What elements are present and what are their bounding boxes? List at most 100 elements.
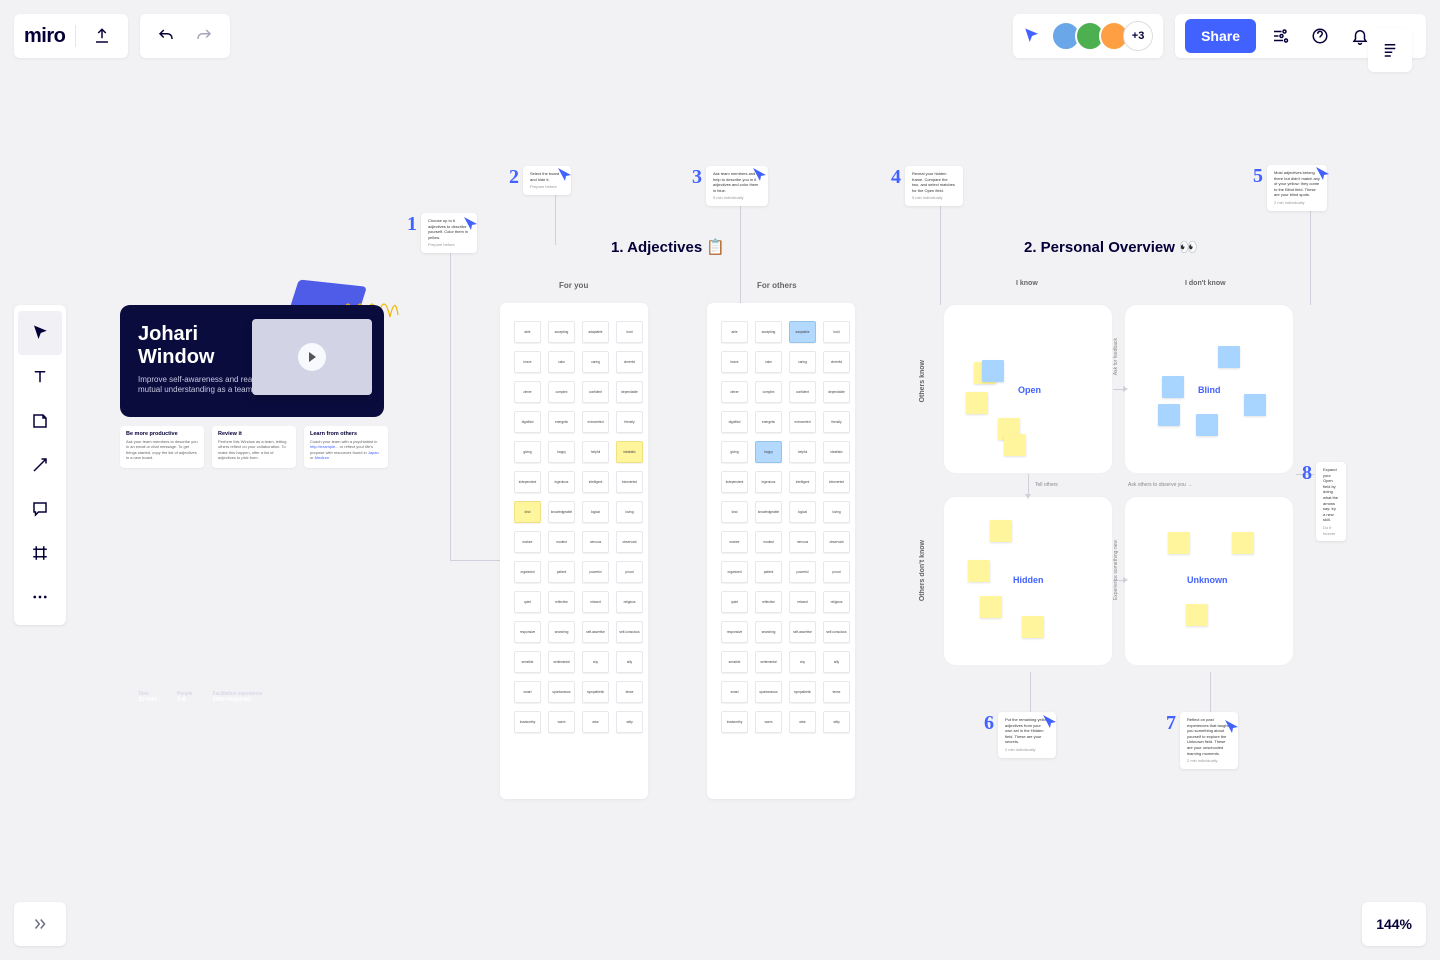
adjective-sticky[interactable]: witty: [616, 711, 643, 733]
adjective-sticky[interactable]: religious: [823, 591, 850, 613]
sticky-note[interactable]: [1158, 404, 1180, 426]
comment-tool[interactable]: [18, 487, 62, 531]
adjective-sticky[interactable]: spontaneous: [755, 681, 782, 703]
adjective-sticky[interactable]: quiet: [721, 591, 748, 613]
adjective-sticky[interactable]: complex: [548, 381, 575, 403]
expand-panel-button[interactable]: [14, 902, 66, 946]
adjective-sticky[interactable]: accepting: [548, 321, 575, 343]
adjective-sticky[interactable]: ingenious: [548, 471, 575, 493]
settings-icon[interactable]: [1264, 20, 1296, 52]
share-button[interactable]: Share: [1185, 19, 1256, 53]
avatar-more[interactable]: +3: [1123, 21, 1153, 51]
adjective-sticky[interactable]: independent: [514, 471, 541, 493]
adjective-sticky[interactable]: logical: [789, 501, 816, 523]
redo-button[interactable]: [188, 20, 220, 52]
adjective-sticky[interactable]: able: [514, 321, 541, 343]
adjective-sticky[interactable]: loving: [823, 501, 850, 523]
select-tool[interactable]: [18, 311, 62, 355]
adjective-sticky[interactable]: relaxed: [582, 591, 609, 613]
canvas[interactable]: JohariWindow Improve self-awareness and …: [0, 0, 1440, 960]
sticky-note[interactable]: [982, 360, 1004, 382]
adjective-sticky[interactable]: organized: [721, 561, 748, 583]
adjective-sticky[interactable]: adaptable: [789, 321, 816, 343]
adjective-sticky[interactable]: brave: [721, 351, 748, 373]
adjective-sticky[interactable]: modest: [755, 531, 782, 553]
sticky-note[interactable]: [1186, 604, 1208, 626]
adjective-sticky[interactable]: friendly: [823, 411, 850, 433]
adjective-sticky[interactable]: introverted: [823, 471, 850, 493]
adjective-sticky[interactable]: silly: [616, 651, 643, 673]
adjective-sticky[interactable]: clever: [514, 381, 541, 403]
adjective-sticky[interactable]: able: [721, 321, 748, 343]
adjective-sticky[interactable]: dependable: [823, 381, 850, 403]
adjective-sticky[interactable]: loving: [616, 501, 643, 523]
adjective-sticky[interactable]: trustworthy: [721, 711, 748, 733]
sticky-note[interactable]: [1218, 346, 1240, 368]
adjective-sticky[interactable]: ingenious: [755, 471, 782, 493]
adjective-sticky[interactable]: energetic: [755, 411, 782, 433]
adjective-sticky[interactable]: proud: [823, 561, 850, 583]
adjective-sticky[interactable]: self-assertive: [789, 621, 816, 643]
adjective-sticky[interactable]: brave: [514, 351, 541, 373]
adjective-sticky[interactable]: bold: [616, 321, 643, 343]
adjective-sticky[interactable]: trustworthy: [514, 711, 541, 733]
adjective-sticky[interactable]: witty: [823, 711, 850, 733]
adjective-sticky[interactable]: silly: [823, 651, 850, 673]
adjective-sticky[interactable]: reflective: [548, 591, 575, 613]
adjective-sticky[interactable]: organized: [514, 561, 541, 583]
adjective-sticky[interactable]: wise: [582, 711, 609, 733]
adjective-sticky[interactable]: extroverted: [789, 411, 816, 433]
sticky-note[interactable]: [966, 392, 988, 414]
adjective-sticky[interactable]: knowledgeable: [548, 501, 575, 523]
sticky-note[interactable]: [1022, 616, 1044, 638]
adjective-sticky[interactable]: warm: [548, 711, 575, 733]
adjective-sticky[interactable]: mature: [514, 531, 541, 553]
sticky-note[interactable]: [1196, 414, 1218, 436]
adjective-sticky[interactable]: calm: [548, 351, 575, 373]
adjective-sticky[interactable]: complex: [755, 381, 782, 403]
adjective-sticky[interactable]: self-conscious: [616, 621, 643, 643]
adjective-sticky[interactable]: self-assertive: [582, 621, 609, 643]
adjective-sticky[interactable]: idealistic: [823, 441, 850, 463]
sticky-note[interactable]: [1232, 532, 1254, 554]
adjective-sticky[interactable]: bold: [823, 321, 850, 343]
adjective-sticky[interactable]: idealistic: [616, 441, 643, 463]
sticky-note[interactable]: [990, 520, 1012, 542]
adjective-sticky[interactable]: religious: [616, 591, 643, 613]
adjective-sticky[interactable]: confident: [582, 381, 609, 403]
intro-video-thumb[interactable]: [252, 319, 372, 395]
adjective-sticky[interactable]: tense: [823, 681, 850, 703]
sticky-note[interactable]: [968, 560, 990, 582]
adjective-sticky[interactable]: dignified: [721, 411, 748, 433]
adjective-sticky[interactable]: accepting: [755, 321, 782, 343]
sticky-note[interactable]: [1168, 532, 1190, 554]
adjective-sticky[interactable]: observant: [823, 531, 850, 553]
adjective-sticky[interactable]: happy: [548, 441, 575, 463]
adjective-sticky[interactable]: smart: [721, 681, 748, 703]
adjective-sticky[interactable]: calm: [755, 351, 782, 373]
adjective-sticky[interactable]: relaxed: [789, 591, 816, 613]
adjective-sticky[interactable]: caring: [789, 351, 816, 373]
more-tools[interactable]: [18, 575, 62, 619]
adjective-sticky[interactable]: self-conscious: [823, 621, 850, 643]
adjective-sticky[interactable]: nervous: [789, 531, 816, 553]
adjective-sticky[interactable]: kind: [721, 501, 748, 523]
adjective-sticky[interactable]: dependable: [616, 381, 643, 403]
adjective-sticky[interactable]: searching: [755, 621, 782, 643]
adjective-sticky[interactable]: caring: [582, 351, 609, 373]
adjective-sticky[interactable]: mature: [721, 531, 748, 553]
adjective-sticky[interactable]: energetic: [548, 411, 575, 433]
sticky-note[interactable]: [1004, 434, 1026, 456]
adjective-sticky[interactable]: cheerful: [823, 351, 850, 373]
adjective-sticky[interactable]: observant: [616, 531, 643, 553]
adjective-sticky[interactable]: happy: [755, 441, 782, 463]
adjective-sticky[interactable]: shy: [789, 651, 816, 673]
adjective-sticky[interactable]: shy: [582, 651, 609, 673]
adjective-sticky[interactable]: confident: [789, 381, 816, 403]
undo-button[interactable]: [150, 20, 182, 52]
activity-button[interactable]: [1368, 28, 1412, 72]
adjective-sticky[interactable]: warm: [755, 711, 782, 733]
adjective-sticky[interactable]: sentimental: [755, 651, 782, 673]
adjective-sticky[interactable]: spontaneous: [548, 681, 575, 703]
frame-tool[interactable]: [18, 531, 62, 575]
